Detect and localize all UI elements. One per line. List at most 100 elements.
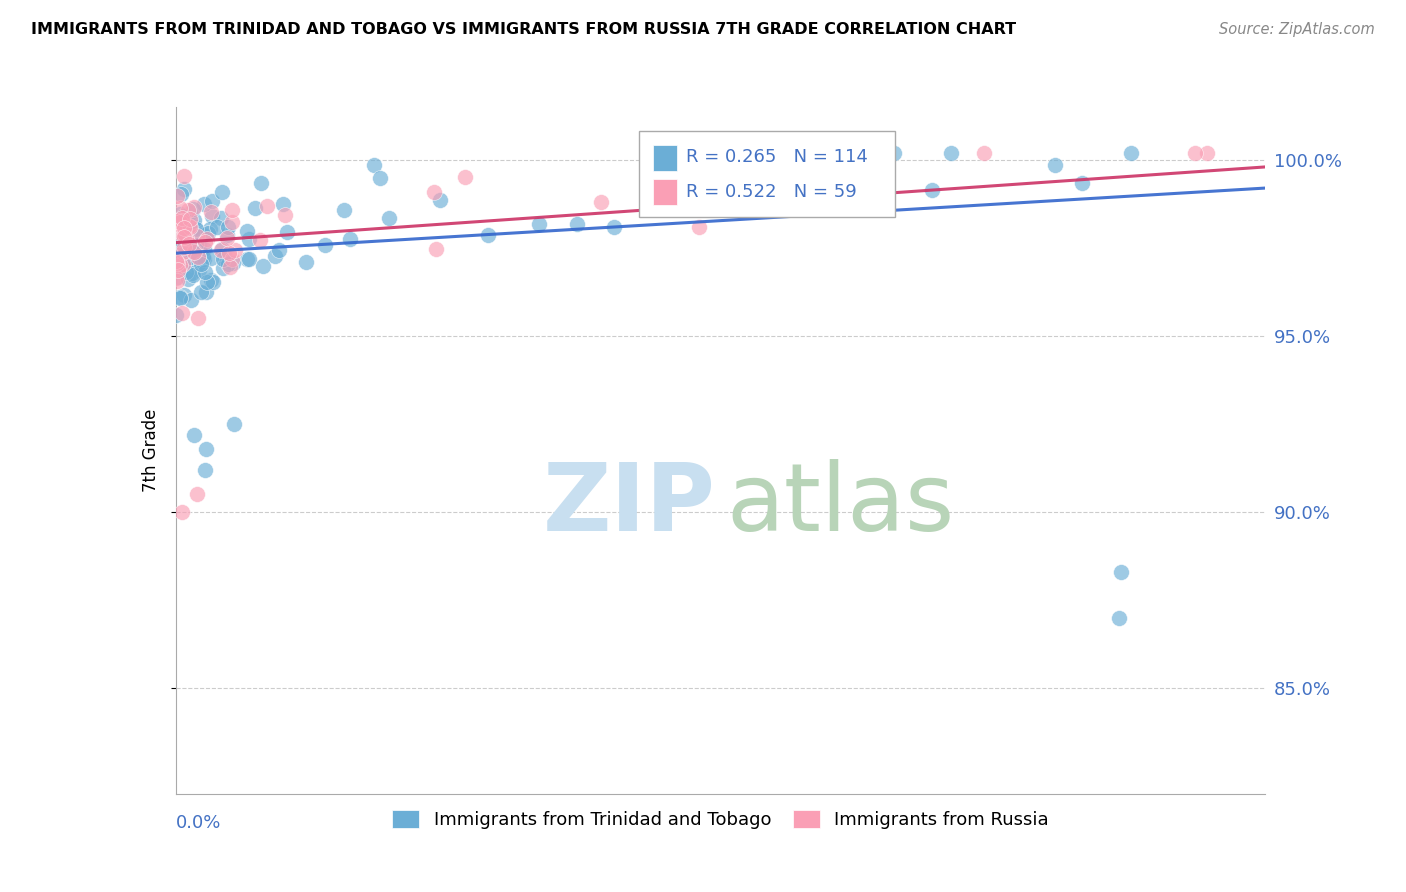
- Point: [824, 159, 846, 173]
- Point: [194, 463, 217, 477]
- Text: 0.0%: 0.0%: [176, 814, 221, 832]
- Point: [170, 225, 193, 239]
- Point: [527, 217, 550, 231]
- Point: [181, 268, 204, 283]
- Point: [191, 250, 214, 264]
- Point: [166, 189, 188, 203]
- Point: [423, 186, 446, 200]
- Point: [222, 417, 245, 431]
- Point: [184, 221, 207, 235]
- Point: [172, 505, 194, 519]
- Point: [195, 275, 218, 289]
- Point: [165, 254, 187, 268]
- Point: [221, 202, 243, 217]
- Point: [194, 442, 217, 456]
- Point: [219, 260, 242, 274]
- Point: [179, 251, 201, 265]
- Point: [865, 145, 887, 160]
- Point: [883, 145, 905, 160]
- Point: [209, 243, 232, 257]
- Point: [688, 219, 710, 234]
- Point: [165, 271, 187, 285]
- Text: ZIP: ZIP: [543, 459, 716, 551]
- Point: [177, 272, 200, 286]
- Point: [187, 250, 209, 264]
- Point: [193, 228, 215, 243]
- Text: IMMIGRANTS FROM TRINIDAD AND TOBAGO VS IMMIGRANTS FROM RUSSIA 7TH GRADE CORRELAT: IMMIGRANTS FROM TRINIDAD AND TOBAGO VS I…: [31, 22, 1017, 37]
- Point: [183, 245, 205, 260]
- Text: atlas: atlas: [725, 459, 955, 551]
- Point: [173, 182, 195, 196]
- Text: R = 0.265   N = 114: R = 0.265 N = 114: [686, 148, 868, 166]
- Point: [166, 261, 188, 276]
- Point: [177, 237, 200, 252]
- Y-axis label: 7th Grade: 7th Grade: [142, 409, 160, 492]
- Point: [193, 252, 215, 267]
- Point: [183, 200, 205, 214]
- Point: [221, 215, 243, 229]
- Point: [332, 203, 354, 218]
- Point: [170, 211, 193, 225]
- Point: [1043, 158, 1066, 172]
- Point: [209, 211, 232, 226]
- Point: [181, 202, 204, 216]
- Point: [1119, 145, 1142, 160]
- Point: [179, 251, 201, 265]
- Point: [167, 216, 190, 230]
- Point: [166, 274, 188, 288]
- FancyBboxPatch shape: [638, 131, 896, 217]
- Point: [1197, 145, 1219, 160]
- Point: [589, 194, 612, 209]
- Point: [173, 287, 195, 301]
- Point: [295, 255, 318, 269]
- Point: [165, 308, 187, 322]
- Point: [238, 232, 260, 246]
- Point: [190, 285, 212, 300]
- Point: [211, 242, 233, 256]
- Point: [211, 252, 233, 266]
- Point: [429, 193, 451, 207]
- Point: [194, 264, 217, 278]
- Point: [179, 217, 201, 231]
- Point: [224, 243, 246, 257]
- Point: [177, 203, 200, 218]
- Point: [167, 232, 190, 246]
- Point: [212, 260, 235, 275]
- Point: [271, 197, 294, 211]
- Point: [941, 145, 963, 160]
- Point: [183, 212, 205, 227]
- Point: [217, 257, 239, 271]
- Point: [167, 270, 190, 285]
- Point: [198, 221, 221, 235]
- Point: [193, 242, 215, 256]
- Point: [186, 229, 208, 244]
- Point: [179, 219, 201, 233]
- Point: [808, 184, 831, 198]
- Point: [193, 196, 215, 211]
- Point: [183, 427, 205, 442]
- Point: [201, 209, 224, 223]
- Point: [169, 290, 191, 304]
- Point: [170, 219, 193, 234]
- Point: [699, 197, 721, 211]
- Point: [211, 185, 233, 199]
- Point: [181, 266, 204, 280]
- Point: [197, 227, 219, 241]
- Point: [179, 206, 201, 220]
- Point: [314, 238, 336, 252]
- Point: [166, 256, 188, 270]
- Point: [276, 225, 298, 239]
- Point: [173, 220, 195, 235]
- Point: [179, 255, 201, 269]
- Point: [170, 306, 193, 320]
- Point: [187, 262, 209, 277]
- Point: [165, 225, 187, 239]
- Point: [249, 233, 271, 247]
- Point: [169, 230, 191, 244]
- Point: [1184, 145, 1206, 160]
- Point: [187, 257, 209, 271]
- Point: [169, 258, 191, 272]
- Point: [218, 245, 240, 260]
- Point: [339, 232, 361, 246]
- Point: [184, 245, 207, 260]
